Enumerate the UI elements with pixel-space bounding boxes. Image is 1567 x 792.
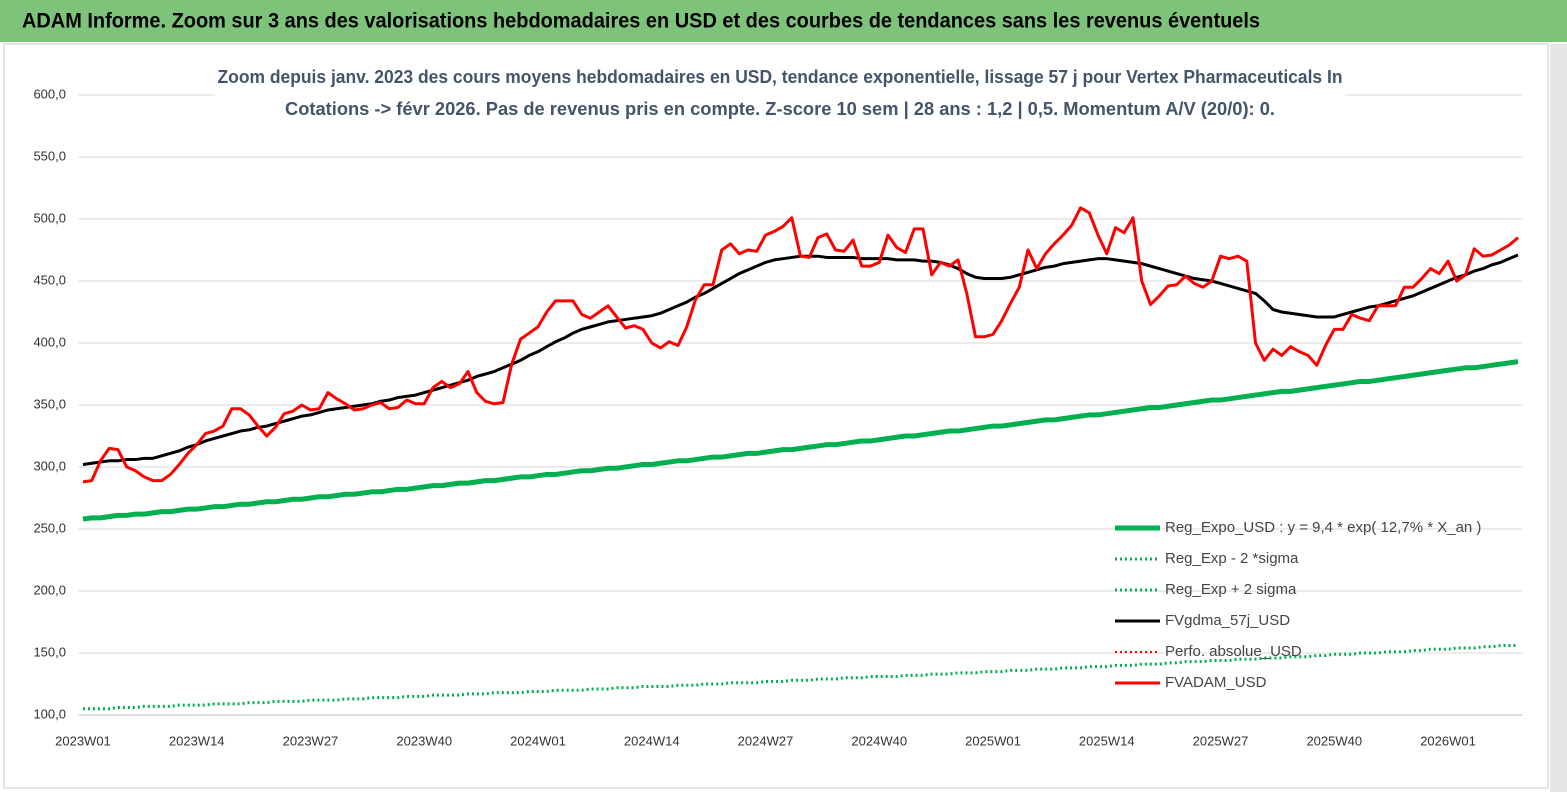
y-tick-label: 200,0 <box>33 582 66 597</box>
x-tick-label: 2026W01 <box>1420 733 1476 748</box>
legend-label: Reg_Exp + 2 sigma <box>1165 581 1297 598</box>
y-tick-label: 600,0 <box>33 86 66 101</box>
header-band <box>0 0 1567 42</box>
side-bar <box>1550 44 1567 792</box>
x-tick-label: 2023W40 <box>396 733 452 748</box>
y-tick-label: 250,0 <box>33 520 66 535</box>
x-tick-label: 2023W01 <box>55 733 111 748</box>
y-tick-label: 400,0 <box>33 334 66 349</box>
legend: Reg_Expo_USD : y = 9,4 * exp( 12,7% * X_… <box>1115 519 1481 691</box>
legend-label: Perfo. absolue_USD <box>1165 643 1302 660</box>
x-tick-label: 2024W27 <box>738 733 794 748</box>
series-line <box>82 206 1519 484</box>
legend-label: FVgdma_57j_USD <box>1165 612 1290 629</box>
x-tick-label: 2025W40 <box>1306 733 1362 748</box>
x-tick-label: 2024W01 <box>510 733 566 748</box>
y-tick-label: 150,0 <box>33 644 66 659</box>
x-tick-label: 2025W14 <box>1079 733 1135 748</box>
series-line <box>82 359 1519 522</box>
x-tick-label: 2025W01 <box>965 733 1021 748</box>
x-tick-label: 2023W14 <box>169 733 225 748</box>
header-title: ADAM Informe. Zoom sur 3 ans des valoris… <box>22 10 1260 33</box>
y-tick-label: 550,0 <box>33 148 66 163</box>
y-tick-label: 350,0 <box>33 396 66 411</box>
y-tick-label: 100,0 <box>33 706 66 721</box>
plot-area: 100,0 150,0 200,0 250,0 300,0 350,0 400,0 450,0… <box>33 86 1523 748</box>
y-tick-label: 450,0 <box>33 272 66 287</box>
chart-frame <box>3 43 1549 789</box>
x-tick-label: 2025W27 <box>1193 733 1249 748</box>
y-tick-label: 500,0 <box>33 210 66 225</box>
x-tick-label: 2024W14 <box>624 733 680 748</box>
legend-label: Reg_Expo_USD : y = 9,4 * exp( 12,7% * X_… <box>1165 519 1481 536</box>
x-tick-label: 2023W27 <box>283 733 339 748</box>
title-background <box>215 60 1345 130</box>
chart-subtitle: Cotations -> févr 2026. Pas de revenus p… <box>285 99 1275 119</box>
chart-title: Zoom depuis janv. 2023 des cours moyens … <box>218 67 1343 87</box>
legend-label: FVADAM_USD <box>1165 674 1267 691</box>
y-tick-label: 300,0 <box>33 458 66 473</box>
legend-label: Reg_Exp - 2 *sigma <box>1165 550 1299 567</box>
x-tick-label: 2024W40 <box>851 733 907 748</box>
